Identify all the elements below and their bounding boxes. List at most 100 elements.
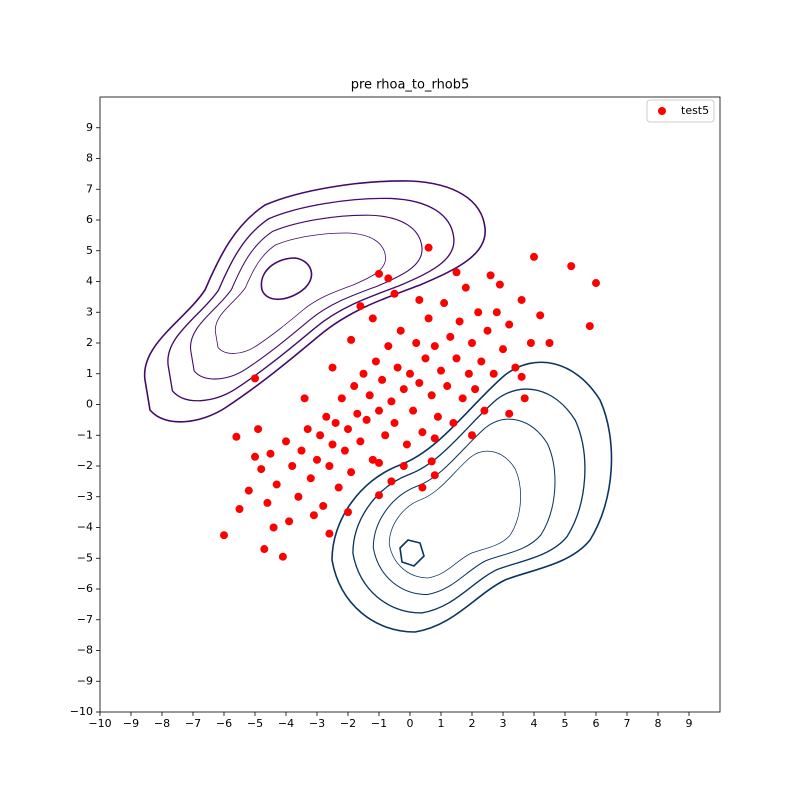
scatter-point	[468, 431, 476, 440]
scatter-point	[347, 335, 356, 344]
scatter-point	[322, 412, 331, 421]
scatter-point	[520, 394, 529, 403]
scatter-point	[375, 458, 383, 467]
scatter-point	[368, 314, 377, 323]
scatter-point	[251, 452, 259, 461]
legend-marker	[658, 107, 666, 115]
scatter-point	[567, 262, 576, 271]
scatter-point	[375, 491, 383, 500]
scatter-point	[455, 317, 464, 326]
scatter-point	[396, 326, 405, 335]
scatter-point	[350, 382, 359, 391]
scatter-point	[480, 406, 489, 415]
y-tick-label: 0	[86, 398, 93, 411]
y-tick-label: −10	[70, 705, 93, 718]
scatter-point	[430, 471, 439, 480]
scatter-point	[359, 369, 368, 378]
legend: test5	[646, 99, 715, 123]
y-tick-label: −4	[77, 521, 93, 534]
scatter-point	[384, 342, 393, 351]
scatter-point	[433, 412, 442, 421]
scatter-point	[464, 369, 473, 378]
scatter-point	[526, 339, 535, 347]
scatter-point	[471, 385, 480, 394]
scatter-point	[517, 295, 526, 304]
scatter-point	[384, 274, 393, 283]
scatter-point	[362, 415, 371, 424]
scatter-point	[371, 357, 380, 366]
y-tick-label: 2	[86, 336, 93, 349]
scatter-point	[424, 314, 433, 323]
y-tick-label: −8	[77, 644, 93, 657]
y-tick-label: −6	[77, 582, 93, 595]
y-tick-label: −5	[77, 551, 93, 564]
scatter-point	[328, 363, 337, 372]
x-tick-label: −3	[309, 717, 325, 730]
chart-title: pre rhoa_to_rhob5	[351, 78, 470, 93]
x-tick-label: −6	[216, 717, 232, 730]
scatter-point	[368, 455, 377, 464]
scatter-point	[244, 486, 253, 495]
scatter-point	[486, 271, 495, 280]
legend-box	[646, 99, 715, 123]
scatter-point	[235, 505, 244, 514]
x-tick-label: −8	[154, 717, 170, 730]
scatter-point	[530, 252, 538, 261]
scatter-point	[449, 418, 458, 427]
scatter-point	[406, 369, 414, 378]
contour	[352, 388, 586, 614]
x-tick-label: −9	[123, 717, 139, 730]
x-tick-label: 6	[593, 717, 600, 730]
scatter-point	[399, 385, 408, 394]
contour	[399, 539, 425, 567]
x-tick-label: −1	[371, 717, 387, 730]
x-tick-label: −2	[340, 717, 356, 730]
scatter-point	[592, 279, 600, 288]
scatter-point	[440, 299, 449, 308]
scatter-point	[499, 345, 507, 354]
scatter-point	[421, 354, 430, 363]
scatter-point	[257, 465, 266, 474]
scatter-point	[545, 339, 554, 347]
x-tick-label: 7	[624, 717, 631, 730]
scatter-point	[325, 529, 334, 538]
y-tick-label: 6	[86, 213, 93, 226]
scatter-point	[266, 449, 275, 458]
scatter-point	[306, 474, 315, 483]
scatter-point	[415, 295, 424, 304]
scatter-point	[468, 339, 476, 347]
scatter-point	[412, 339, 421, 347]
scatter-point	[251, 374, 259, 383]
y-tick-label: −1	[77, 428, 93, 441]
scatter-point	[303, 425, 312, 434]
scatter-point	[477, 357, 486, 366]
scatter-point	[437, 366, 445, 375]
x-tick-label: 9	[686, 717, 693, 730]
scatter-point	[309, 511, 318, 520]
scatter-point	[282, 437, 290, 446]
y-tick-label: 7	[86, 182, 93, 195]
x-tick-label: −7	[185, 717, 201, 730]
contour	[143, 180, 486, 423]
scatter-point	[285, 517, 294, 526]
x-tick-label: 1	[438, 717, 445, 730]
scatter-point	[254, 425, 263, 434]
scatter-point	[536, 311, 545, 320]
scatter-point	[390, 418, 399, 427]
contour	[167, 197, 455, 402]
scatter-point	[474, 308, 483, 317]
scatter-point	[353, 409, 362, 418]
scatter-point	[344, 425, 352, 434]
scatter-point	[375, 269, 383, 278]
scatter-point	[387, 477, 396, 486]
scatter-point	[415, 378, 424, 387]
y-tick-label: −9	[77, 674, 93, 687]
y-tick-label: −7	[77, 613, 93, 626]
scatter-point	[393, 363, 402, 372]
scatter-point	[378, 375, 387, 384]
scatter-point	[288, 462, 297, 470]
scatter-point	[430, 434, 439, 443]
y-tick-label: 1	[86, 367, 93, 380]
scatter-point	[585, 322, 594, 331]
scatter-point	[461, 283, 470, 292]
